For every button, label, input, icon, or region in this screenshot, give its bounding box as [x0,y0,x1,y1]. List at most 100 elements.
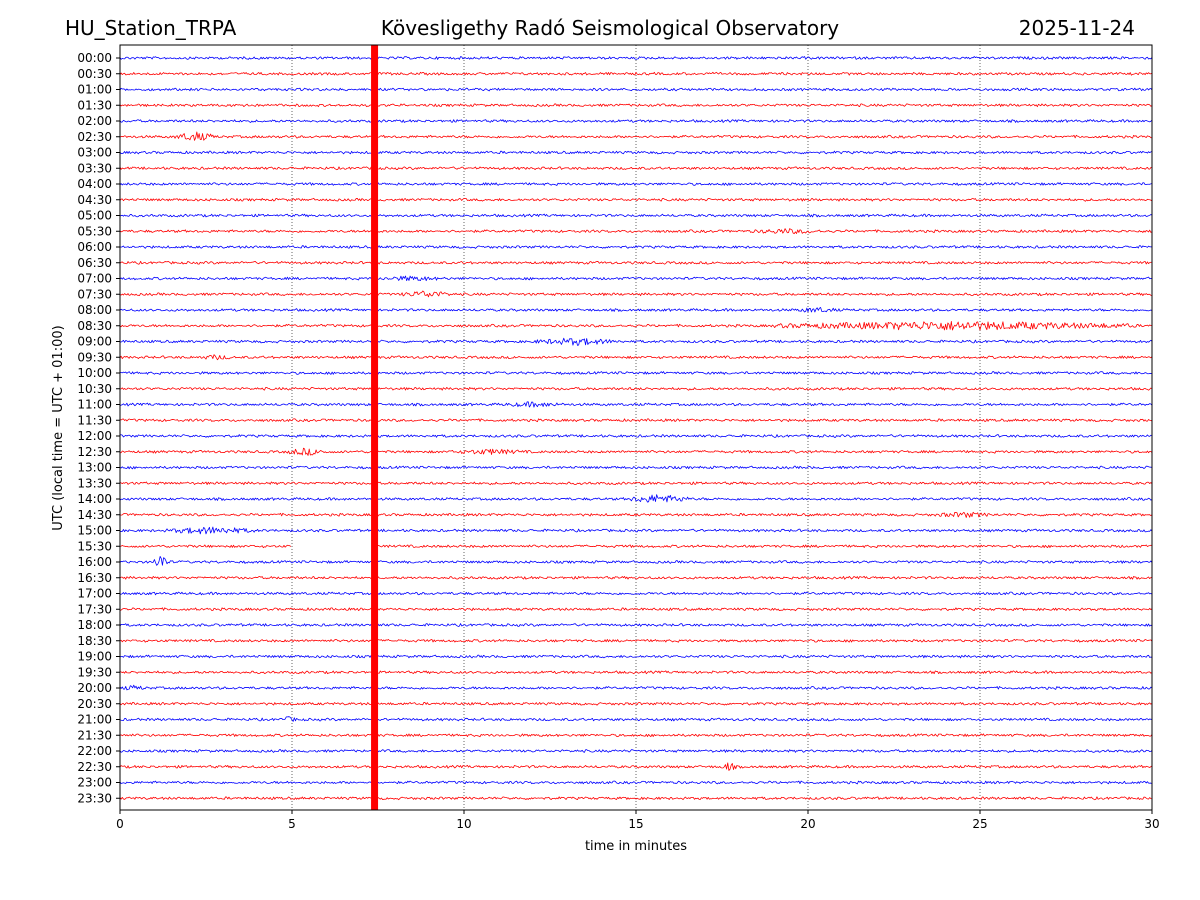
trace-1230 [119,447,1153,456]
x-tick-label-10: 10 [456,817,471,831]
y-axis-label: UTC (local time = UTC + 01:00) [51,325,66,530]
y-tick-label-1130: 11:30 [77,413,112,427]
y-tick-label-1930: 19:30 [77,665,112,679]
trace-0100 [119,87,1153,92]
trace-group [119,56,1153,801]
y-tick-label-1530: 15:30 [77,539,112,553]
trace-1900 [119,654,1153,659]
trace-1000 [119,371,1153,375]
trace-1600 [119,556,1153,566]
y-tick-label-2200: 22:00 [77,744,112,758]
trace-0200 [119,119,1153,123]
y-tick-label-1700: 17:00 [77,587,112,601]
trace-0730 [119,290,1153,298]
y-tick-label-1330: 13:30 [77,476,112,490]
y-tick-label-1100: 11:00 [77,398,112,412]
y-tick-label-0300: 03:00 [77,146,112,160]
x-tick-label-0: 0 [116,817,124,831]
y-tick-label-1730: 17:30 [77,602,112,616]
y-tick-label-0930: 09:30 [77,350,112,364]
y-tick-label-0900: 09:00 [77,335,112,349]
y-tick-label-0130: 01:30 [77,98,112,112]
y-tick-label-0500: 05:00 [77,209,112,223]
y-tick-label-0230: 02:30 [77,130,112,144]
y-tick-label-0730: 07:30 [77,287,112,301]
trace-1530 [119,544,1153,549]
trace-0130 [119,103,1153,108]
y-tick-label-2300: 23:00 [77,776,112,790]
y-tick-label-0330: 03:30 [77,161,112,175]
trace-1830 [119,638,1153,643]
trace-1800 [119,623,1153,627]
trace-2300 [119,780,1153,785]
y-tick-label-2130: 21:30 [77,728,112,742]
y-tick-label-1430: 14:30 [77,508,112,522]
chart-date: 2025-11-24 [1019,16,1135,40]
x-axis-label: time in minutes [585,839,687,854]
trace-1700 [119,591,1153,596]
y-tick-label-1630: 16:30 [77,571,112,585]
trace-0800 [119,307,1153,313]
trace-0930 [119,354,1153,361]
y-tick-label-0700: 07:00 [77,272,112,286]
trace-1030 [119,386,1153,391]
y-tick-label-1030: 10:30 [77,382,112,396]
y-tick-label-0000: 00:00 [77,51,112,65]
time-marker-bar [371,45,379,810]
y-tick-label-2100: 21:00 [77,713,112,727]
trace-0030 [119,71,1153,76]
y-tick-label-1900: 19:00 [77,650,112,664]
y-tick-label-0430: 04:30 [77,193,112,207]
y-tick-label-0830: 08:30 [77,319,112,333]
x-tick-label-25: 25 [972,817,987,831]
trace-2330 [119,796,1153,801]
trace-1430 [119,511,1153,518]
trace-1730 [119,607,1153,612]
trace-1100 [119,401,1153,408]
y-tick-label-1500: 15:00 [77,524,112,538]
trace-0000 [119,56,1153,60]
trace-2100 [119,716,1153,722]
trace-0400 [119,182,1153,186]
trace-2200 [119,749,1153,753]
y-tick-label-0400: 04:00 [77,177,112,191]
trace-1400 [119,494,1153,503]
trace-0500 [119,213,1153,218]
trace-2230 [119,762,1153,771]
trace-1130 [119,418,1153,423]
y-tick-label-1300: 13:00 [77,461,112,475]
y-tick-label-0800: 08:00 [77,303,112,317]
observatory-title: Kövesligethy Radó Seismological Observat… [381,16,839,40]
trace-0430 [119,197,1153,202]
trace-0230 [119,131,1153,141]
trace-1330 [119,481,1153,486]
y-tick-label-1230: 12:30 [77,445,112,459]
y-tick-label-0100: 01:00 [77,83,112,97]
y-tick-label-1830: 18:30 [77,634,112,648]
trace-0830 [119,320,1153,331]
y-tick-label-0200: 02:00 [77,114,112,128]
x-tick-label-5: 5 [288,817,296,831]
y-tick-label-2230: 22:30 [77,760,112,774]
trace-2030 [119,701,1153,706]
trace-0330 [119,166,1153,171]
y-tick-label-0630: 06:30 [77,256,112,270]
y-tick-label-0030: 00:30 [77,67,112,81]
plot-frame [119,44,1153,811]
trace-0530 [119,228,1153,235]
x-tick-label-15: 15 [628,817,643,831]
y-tick-label-0530: 05:30 [77,224,112,238]
trace-1300 [119,465,1153,470]
y-tick-label-0600: 06:00 [77,240,112,254]
time-marker-group [371,45,379,810]
y-tick-label-1000: 10:00 [77,366,112,380]
y-tick-label-2030: 20:30 [77,697,112,711]
x-axis-ticks: 0 5 10 15 20 25 30 [116,810,1160,831]
y-tick-label-1400: 14:00 [77,492,112,506]
trace-0600 [119,245,1153,249]
trace-1200 [119,434,1153,438]
x-tick-label-20: 20 [800,817,815,831]
trace-1630 [119,575,1153,580]
